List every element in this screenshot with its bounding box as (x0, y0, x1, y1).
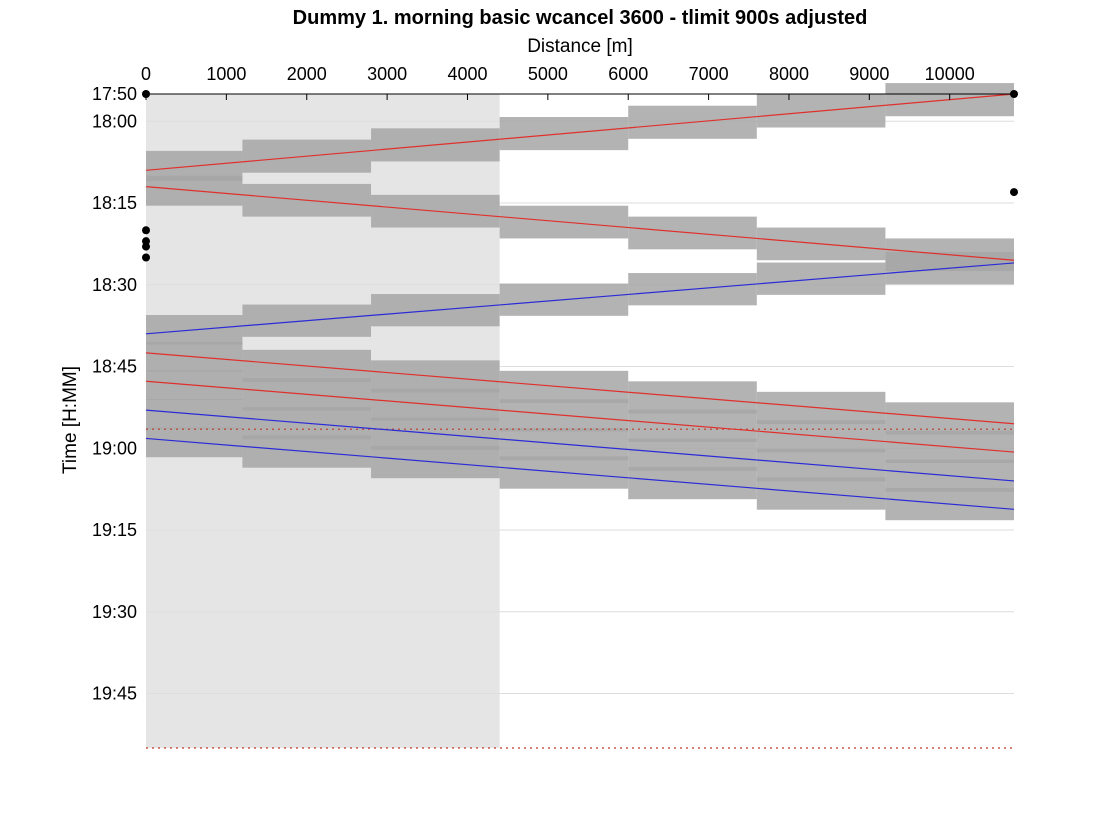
y-axis-label: Time [H:MM] (60, 366, 81, 474)
y-tick-label: 18:30 (92, 275, 137, 295)
x-tick-label: 5000 (528, 64, 568, 84)
event-point (142, 253, 150, 262)
y-tick-label: 19:00 (92, 438, 137, 458)
series-line (145, 409, 1015, 482)
event-point (1010, 90, 1018, 98)
y-tick-label: 17:50 (92, 84, 137, 104)
x-axis-label: Distance [m] (527, 36, 633, 57)
x-tick-label: 3000 (367, 64, 407, 84)
series-line (145, 380, 1015, 453)
event-point (142, 226, 150, 235)
series-line (145, 437, 1015, 510)
y-tick-label: 19:15 (92, 520, 137, 540)
event-point (1010, 188, 1018, 197)
event-point (142, 242, 150, 251)
chart-title: Dummy 1. morning basic wcancel 3600 - tl… (293, 7, 868, 29)
x-tick-label: 9000 (849, 64, 889, 84)
series-line (145, 352, 1015, 425)
y-tick-label: 18:15 (92, 193, 137, 213)
x-tick-label: 10000 (925, 64, 975, 84)
x-tick-label: 8000 (769, 64, 809, 84)
y-tick-label: 19:45 (92, 684, 137, 704)
series-line (145, 262, 1015, 335)
x-tick-label: 1000 (206, 64, 246, 84)
x-tick-label: 7000 (689, 64, 729, 84)
x-tick-label: 6000 (608, 64, 648, 84)
x-tick-label: 4000 (447, 64, 487, 84)
x-tick-label: 2000 (287, 64, 327, 84)
event-point (142, 90, 150, 98)
y-tick-label: 18:00 (92, 111, 137, 131)
series-line (145, 186, 1015, 261)
series-line (145, 93, 1015, 171)
y-tick-label: 19:30 (92, 602, 137, 622)
x-tick-label: 0 (141, 64, 151, 84)
y-tick-label: 18:45 (92, 357, 137, 377)
